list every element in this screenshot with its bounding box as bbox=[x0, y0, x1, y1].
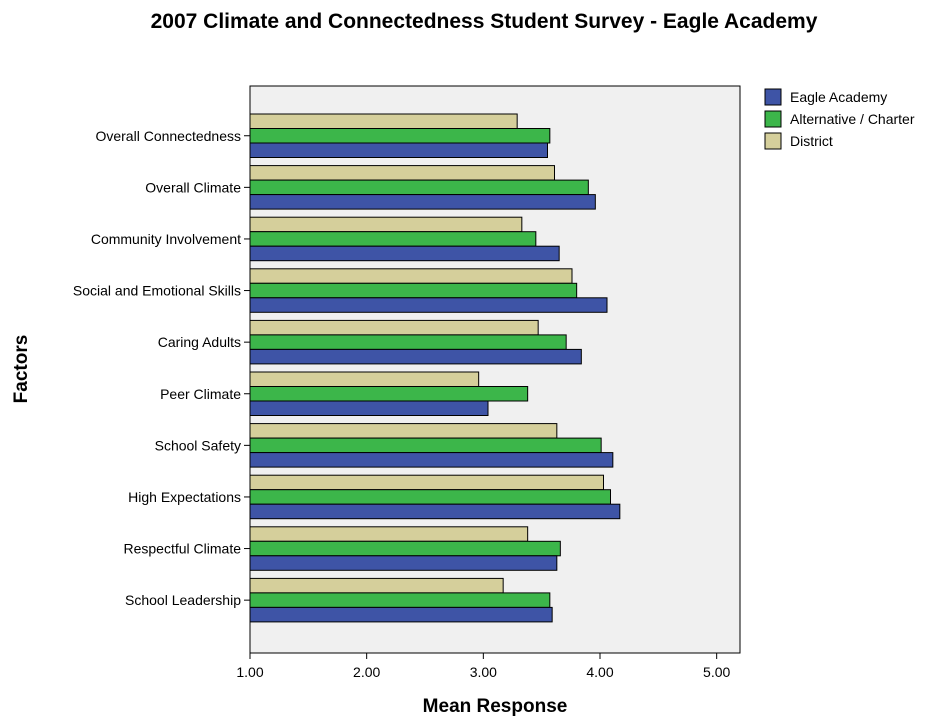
bar-eagle-academy-overall-climate bbox=[249, 194, 596, 210]
x-tick-label: 2.00 bbox=[353, 664, 380, 680]
bar-eagle-academy-community-involvement bbox=[249, 245, 560, 262]
y-tick-label: Social and Emotional Skills bbox=[73, 283, 241, 299]
y-tick-label: Overall Connectedness bbox=[95, 128, 241, 144]
bar-district-community-involvement bbox=[249, 216, 523, 233]
y-axis: Overall Connectedness Overall Climate Comm… bbox=[73, 128, 250, 608]
bar-district-respectful-climate bbox=[249, 526, 529, 542]
y-tick-label: High Expectations bbox=[128, 489, 241, 505]
x-axis: 1.00 2.00 3.00 4.00 5.00 bbox=[236, 653, 731, 680]
bar-alternative-charter-school-leadership bbox=[249, 592, 551, 608]
x-tick-label: 1.00 bbox=[236, 664, 263, 680]
legend-label: Eagle Academy bbox=[790, 89, 887, 105]
legend-swatch-district bbox=[764, 132, 782, 150]
legend-swatch-eagle-academy bbox=[764, 88, 782, 106]
bar-district-overall-climate bbox=[249, 165, 555, 181]
y-tick-label: Respectful Climate bbox=[124, 541, 242, 557]
legend: Eagle Academy Alternative / Charter Distri… bbox=[764, 88, 915, 150]
legend-swatch-alternative-charter bbox=[764, 110, 782, 128]
bar-district-high-expectations bbox=[249, 474, 604, 491]
y-tick-label: School Leadership bbox=[125, 592, 241, 608]
bar-eagle-academy-school-leadership bbox=[249, 606, 553, 623]
x-tick-label: 4.00 bbox=[586, 664, 613, 680]
bar-eagle-academy-school-safety bbox=[249, 452, 614, 468]
bar-district-peer-climate bbox=[249, 371, 480, 387]
bars-layer bbox=[249, 113, 621, 623]
bar-district-school-safety bbox=[249, 423, 558, 439]
bar-alternative-charter-social-and-emotional-skills bbox=[249, 282, 578, 299]
bar-alternative-charter-high-expectations bbox=[249, 489, 611, 505]
y-tick-label: Caring Adults bbox=[158, 334, 241, 350]
y-tick-label: Community Involvement bbox=[91, 231, 241, 247]
bar-alternative-charter-respectful-climate bbox=[249, 540, 561, 557]
chart-title: 2007 Climate and Connectedness Student S… bbox=[151, 10, 818, 33]
bar-alternative-charter-school-safety bbox=[249, 437, 602, 454]
y-tick-label: Overall Climate bbox=[145, 179, 241, 195]
bar-eagle-academy-caring-adults bbox=[249, 348, 582, 365]
bar-eagle-academy-overall-connectedness bbox=[249, 142, 548, 158]
bar-alternative-charter-overall-connectedness bbox=[249, 128, 551, 144]
y-axis-title: Factors bbox=[11, 335, 32, 404]
x-tick-label: 3.00 bbox=[470, 664, 497, 680]
bar-district-school-leadership bbox=[249, 577, 504, 594]
bar-alternative-charter-community-involvement bbox=[249, 231, 537, 247]
bar-eagle-academy-respectful-climate bbox=[249, 555, 558, 571]
bar-district-overall-connectedness bbox=[249, 113, 518, 129]
bar-district-social-and-emotional-skills bbox=[249, 268, 573, 284]
bar-alternative-charter-caring-adults bbox=[249, 334, 567, 350]
x-axis-title: Mean Response bbox=[423, 696, 568, 717]
bar-eagle-academy-social-and-emotional-skills bbox=[249, 297, 608, 313]
bar-eagle-academy-high-expectations bbox=[249, 503, 621, 520]
bar-alternative-charter-peer-climate bbox=[249, 386, 529, 402]
bar-district-caring-adults bbox=[249, 319, 539, 336]
legend-label: District bbox=[790, 133, 833, 149]
bar-eagle-academy-peer-climate bbox=[249, 400, 489, 416]
bar-alternative-charter-overall-climate bbox=[249, 179, 589, 196]
legend-label: Alternative / Charter bbox=[790, 111, 915, 127]
y-tick-label: School Safety bbox=[155, 437, 241, 453]
y-tick-label: Peer Climate bbox=[160, 386, 241, 402]
x-tick-label: 5.00 bbox=[703, 664, 730, 680]
